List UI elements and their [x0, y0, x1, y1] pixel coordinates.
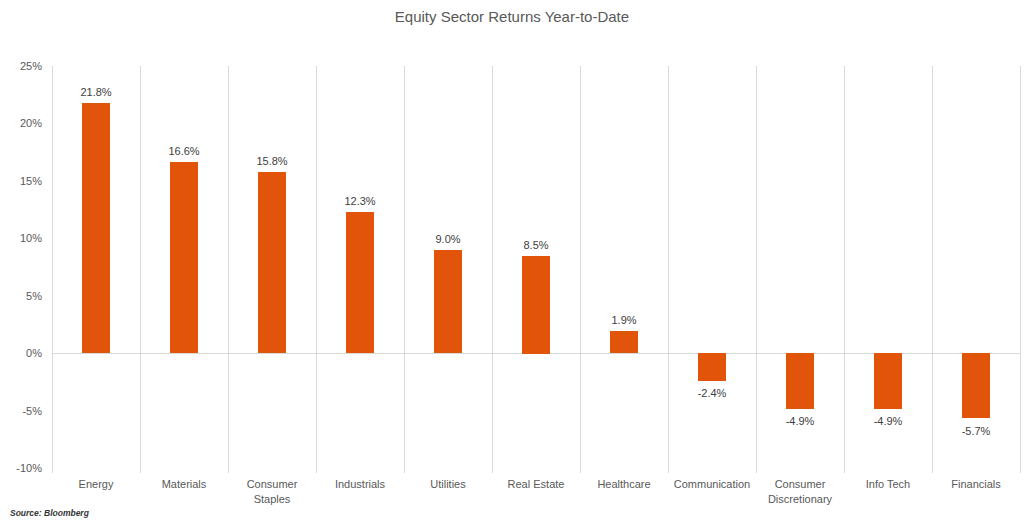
data-label: -4.9%	[768, 414, 832, 429]
data-label: 8.5%	[504, 238, 568, 253]
bar-communication	[698, 353, 726, 381]
x-axis-tick	[1020, 468, 1021, 473]
vertical-gridline	[316, 66, 317, 468]
data-label: -2.4%	[680, 386, 744, 401]
category-label: Industrials	[316, 477, 404, 492]
data-label: 1.9%	[592, 313, 656, 328]
y-axis-tick-label: -5%	[0, 403, 42, 419]
y-axis-tick-label: -10%	[0, 460, 42, 476]
bar-financials	[962, 353, 990, 418]
vertical-gridline	[404, 66, 405, 468]
x-axis-tick	[140, 468, 141, 473]
vertical-gridline	[844, 66, 845, 468]
category-label: Consumer Staples	[228, 477, 316, 507]
category-label: Healthcare	[580, 477, 668, 492]
y-axis-tick-label: 5%	[0, 288, 42, 304]
bar-utilities	[434, 250, 462, 353]
data-label: 12.3%	[328, 194, 392, 209]
chart-title: Equity Sector Returns Year-to-Date	[0, 8, 1024, 25]
x-axis-tick	[844, 468, 845, 473]
y-axis-tick-label: 10%	[0, 230, 42, 246]
equity-sector-returns-chart: Equity Sector Returns Year-to-Date 21.8%…	[0, 0, 1024, 526]
category-label: Real Estate	[492, 477, 580, 492]
vertical-gridline	[756, 66, 757, 468]
bar-info-tech	[874, 353, 902, 409]
data-label: 21.8%	[64, 85, 128, 100]
vertical-gridline	[492, 66, 493, 468]
bar-industrials	[346, 212, 374, 353]
vertical-gridline	[668, 66, 669, 468]
x-axis-tick	[668, 468, 669, 473]
x-axis-tick	[756, 468, 757, 473]
x-axis-tick	[932, 468, 933, 473]
bar-consumer-staples	[258, 172, 286, 353]
category-label: Materials	[140, 477, 228, 492]
category-label: Consumer Discretionary	[756, 477, 844, 507]
data-label: -4.9%	[856, 414, 920, 429]
category-label: Communication	[668, 477, 756, 492]
vertical-gridline	[932, 66, 933, 468]
x-axis-tick	[492, 468, 493, 473]
x-axis-tick	[228, 468, 229, 473]
bar-consumer-discretionary	[786, 353, 814, 409]
y-axis-tick-label: 15%	[0, 173, 42, 189]
x-axis-tick	[404, 468, 405, 473]
x-axis-tick	[316, 468, 317, 473]
vertical-gridline	[580, 66, 581, 468]
source-note: Source: Bloomberg	[10, 508, 89, 518]
bar-energy	[82, 103, 110, 353]
x-axis-tick	[52, 468, 53, 473]
data-label: 9.0%	[416, 232, 480, 247]
plot-area: 21.8% 16.6% 15.8% 12.3% 9.0% 8.5% 1.9% -2.4% -4.…	[52, 66, 1020, 468]
y-axis-tick-label: 20%	[0, 115, 42, 131]
category-label: Financials	[932, 477, 1020, 492]
data-label: 16.6%	[152, 144, 216, 159]
bar-materials	[170, 162, 198, 353]
data-label: 15.8%	[240, 154, 304, 169]
bar-real-estate	[522, 256, 550, 354]
bar-healthcare	[610, 331, 638, 353]
vertical-gridline	[140, 66, 141, 468]
y-axis-tick-label: 25%	[0, 58, 42, 74]
vertical-gridline	[1020, 66, 1021, 468]
y-axis-tick-label: 0%	[0, 345, 42, 361]
data-label: -5.7%	[944, 424, 1008, 439]
y-axis-line	[52, 66, 53, 468]
x-axis-tick	[580, 468, 581, 473]
category-label: Utilities	[404, 477, 492, 492]
category-label: Energy	[52, 477, 140, 492]
vertical-gridline	[228, 66, 229, 468]
category-label: Info Tech	[844, 477, 932, 492]
